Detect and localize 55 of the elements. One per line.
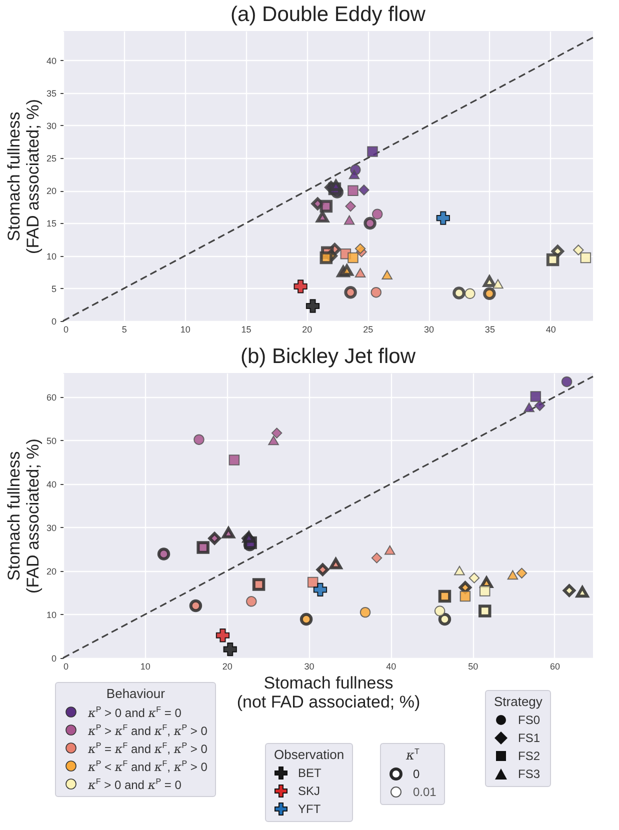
y-tick-label: 20 [46, 186, 56, 196]
text: FS3 [518, 767, 540, 781]
text: κ$^{P}$ < κ$^{F}$ and κ$^{F}$, κ$^{P}$ > 0 [88, 758, 208, 774]
x-axis-title: Stomach fullness (not FAD associated; %) [236, 674, 420, 712]
x-tick-label: 60 [550, 662, 560, 672]
text: 0 [413, 767, 420, 782]
text: 0.01 [413, 785, 436, 800]
chart-title: (b) Bickley Jet flow [240, 345, 416, 368]
x-tick-label: 0 [64, 662, 69, 672]
x-tick-label: 40 [546, 324, 556, 334]
text: κ$^{F}$ > 0 and κ$^{P}$ = 0 [88, 776, 182, 792]
legend-label: YFT [298, 802, 321, 816]
text: κ$^{P}$ > 0 and κ$^{F}$ = 0 [88, 704, 182, 720]
y-tick-label: 15 [46, 218, 56, 229]
y-tick-label: 10 [46, 610, 56, 620]
legend-label: BET [298, 766, 322, 780]
chart-title: (a) Double Eddy flow [230, 3, 426, 26]
y-tick-label: 40 [46, 479, 56, 490]
x-tick-label: 50 [468, 662, 478, 672]
text: κ$^{T}$ [406, 747, 420, 764]
y-tick-label: 35 [46, 88, 56, 98]
text: FS2 [518, 749, 540, 763]
y-tick-label: 30 [46, 120, 56, 131]
x-tick-label: 20 [302, 324, 312, 334]
text: Strategy [494, 694, 542, 709]
y-tick-label: 10 [46, 251, 56, 262]
x-tick-label: 10 [140, 662, 150, 672]
y-tick-label: 40 [46, 56, 56, 66]
y-tick-label: 25 [46, 154, 56, 164]
y-tick-label: 60 [46, 392, 56, 402]
text: κ$^{P}$ = κ$^{F}$ and κ$^{F}$, κ$^{P}$ > 0 [88, 740, 208, 756]
x-tick-label: 30 [304, 662, 314, 672]
legend-title: Behaviour [105, 686, 166, 701]
x-tick-label: 40 [386, 662, 396, 672]
x-tick-label: 5 [122, 324, 127, 334]
x-tick-label: 20 [222, 662, 232, 672]
x-tick-label: 0 [64, 324, 69, 334]
x-tick-label: 35 [484, 324, 495, 334]
text: FS0 [518, 713, 540, 727]
text: FS1 [518, 731, 540, 745]
x-tick-label: 10 [180, 324, 190, 334]
y-tick-label: 20 [46, 566, 56, 576]
y-tick-label: 5 [51, 284, 56, 294]
y-tick-label: 0 [51, 316, 56, 326]
x-tick-label: 25 [363, 324, 374, 334]
y-axis-title: Stomach fullness (FAD associated; %) [4, 438, 42, 594]
y-tick-label: 30 [46, 522, 56, 533]
x-tick-label: 30 [424, 324, 434, 334]
legend-label: SKJ [298, 784, 320, 798]
text: κ$^{P}$ > κ$^{F}$ and κ$^{F}$, κ$^{P}$ > 0 [88, 722, 208, 738]
y-tick-label: 0 [51, 654, 56, 664]
y-axis-title: Stomach fullness (FAD associated; %) [4, 99, 42, 254]
y-tick-label: 50 [46, 436, 56, 446]
x-tick-label: 15 [241, 324, 252, 334]
text: Observation [274, 747, 344, 762]
